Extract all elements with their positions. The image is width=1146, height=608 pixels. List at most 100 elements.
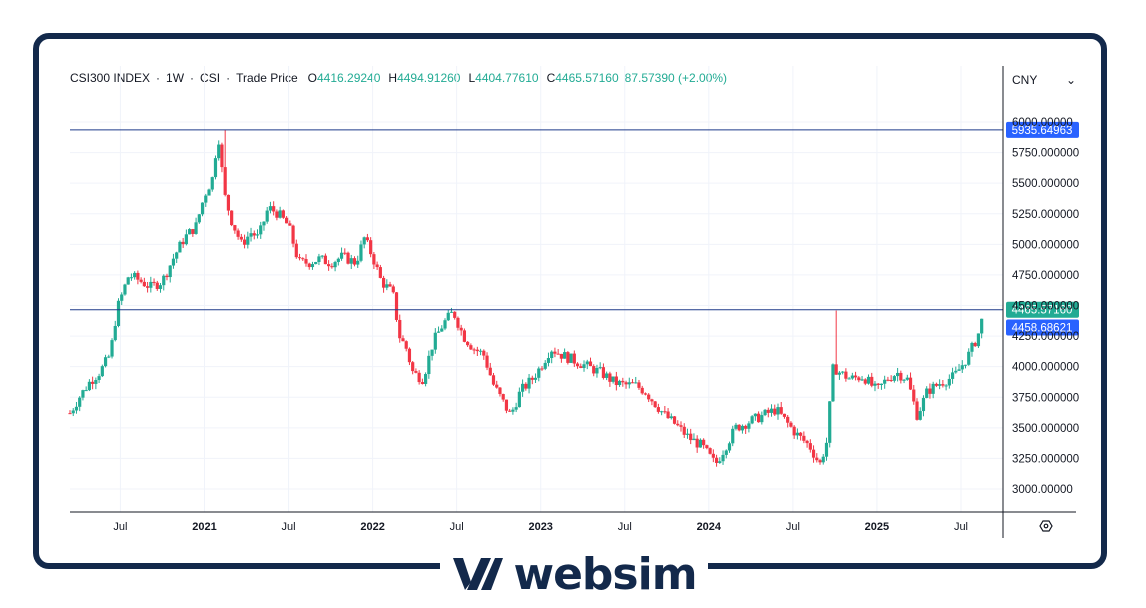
candle-body	[320, 255, 324, 257]
candle-body	[249, 233, 253, 237]
price-tag-label: 4465.57160	[1012, 305, 1073, 317]
websim-logo-icon	[453, 558, 504, 590]
legend-separator: ·	[156, 71, 161, 85]
candle-body	[116, 300, 121, 326]
candle-body	[630, 382, 635, 384]
candle-body	[698, 439, 703, 448]
candle-body	[773, 408, 777, 415]
candle-body	[307, 263, 311, 268]
candle-body	[369, 240, 373, 255]
candle-body	[514, 407, 518, 410]
candle-body	[356, 260, 360, 265]
candle-body	[385, 284, 389, 288]
legend-separator: ·	[226, 71, 231, 85]
candle-body	[575, 363, 580, 367]
candle-body	[908, 377, 913, 390]
candle-body	[928, 388, 932, 394]
candle-body	[236, 230, 240, 237]
candle-body	[508, 410, 512, 412]
time-tick-label: Jul	[282, 521, 296, 533]
candle-body	[915, 401, 919, 420]
time-tick-label: Jul	[786, 521, 800, 533]
gear-icon[interactable]	[1039, 520, 1053, 532]
candle-body	[550, 351, 554, 359]
candle-body	[291, 225, 295, 244]
candle-body	[449, 311, 454, 313]
candle-body	[950, 372, 955, 379]
candle-body	[297, 257, 302, 259]
candle-body	[129, 277, 134, 279]
candle-body	[217, 144, 221, 159]
candle-body	[375, 264, 379, 268]
candle-body	[799, 432, 803, 436]
candle-body	[239, 236, 243, 240]
price-tick-label: 6000.00000	[1012, 117, 1073, 129]
candle-body	[546, 358, 551, 363]
candle-body	[391, 286, 395, 293]
candles	[68, 129, 984, 467]
candle-body	[81, 390, 85, 398]
candle-body	[197, 214, 201, 223]
candle-body	[113, 325, 117, 341]
candle-body	[973, 342, 977, 347]
candle-body	[255, 234, 260, 236]
interval-label[interactable]: 1W	[166, 71, 185, 85]
price-tick-label: 5000.000000	[1012, 239, 1079, 251]
price-tick-label: 4500.000000	[1012, 301, 1079, 313]
exchange-label: CSI	[200, 71, 221, 85]
candle-body	[795, 432, 799, 436]
candle-body	[779, 407, 783, 414]
candle-body	[252, 233, 256, 236]
candle-body	[750, 416, 754, 424]
candle-body	[346, 252, 350, 264]
candle-body	[682, 426, 686, 435]
time-tick-label: Jul	[618, 521, 632, 533]
candle-body	[892, 376, 896, 381]
candle-body	[844, 371, 848, 379]
candle-body	[592, 366, 596, 374]
candle-body	[285, 217, 289, 224]
price-tick-label: 5750.000000	[1012, 148, 1079, 160]
currency-selector[interactable]: CNY ⌄	[1012, 73, 1076, 87]
candle-body	[763, 409, 767, 416]
candle-body	[381, 277, 386, 288]
candle-body	[349, 258, 353, 264]
candle-body	[475, 349, 479, 352]
candle-body	[71, 410, 75, 414]
candle-body	[414, 371, 418, 373]
candle-body	[818, 460, 822, 463]
candle-body	[789, 422, 793, 427]
candle-body	[281, 210, 285, 218]
candle-body	[272, 206, 276, 212]
candle-body	[860, 379, 864, 381]
candle-body	[708, 448, 712, 454]
low-key: L	[468, 71, 476, 85]
brand-logo: websim	[440, 546, 708, 602]
candle-body	[912, 389, 916, 402]
candle-body	[601, 367, 606, 378]
candle-body	[524, 383, 528, 389]
candle-body	[679, 425, 683, 427]
price-tick-label: 5250.000000	[1012, 209, 1079, 221]
candle-body	[136, 272, 140, 280]
high-value: 4494.91260	[397, 71, 461, 85]
time-tick-label: 2021	[192, 521, 216, 533]
time-axis: Jul 2021 Jul 2022 Jul 2023 Jul 2024 Jul 2025 Jul	[70, 511, 1076, 533]
candle-body	[362, 237, 366, 245]
candle-body	[517, 391, 521, 408]
price-tick-label: 5500.000000	[1012, 178, 1079, 190]
candle-body	[883, 379, 887, 384]
candle-body	[162, 275, 166, 286]
candle-body	[653, 401, 657, 408]
candle-body	[605, 373, 609, 378]
symbol-name[interactable]: CSI300 INDEX	[70, 71, 151, 85]
candle-body	[744, 425, 748, 429]
candle-body	[533, 377, 538, 380]
candle-body	[94, 380, 98, 384]
candle-body	[734, 424, 738, 429]
candle-body	[847, 378, 851, 380]
candle-body	[970, 342, 974, 352]
candle-body	[436, 331, 441, 333]
candle-body	[501, 394, 505, 400]
